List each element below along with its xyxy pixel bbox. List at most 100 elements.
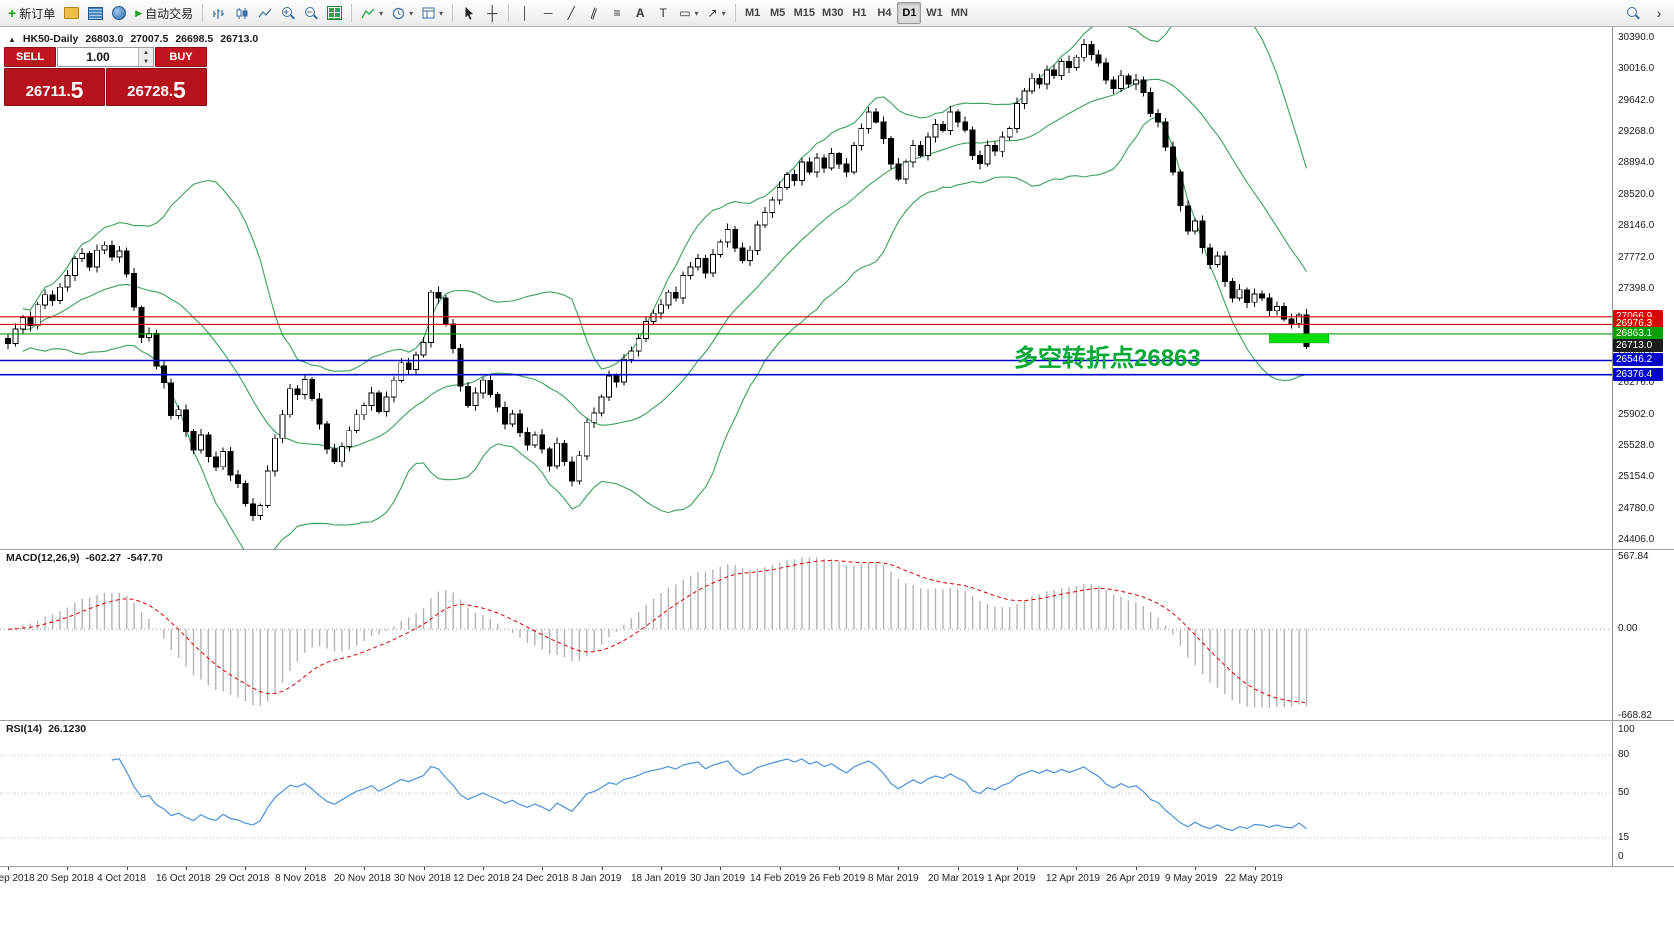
- timeframe-button-h1[interactable]: H1: [847, 2, 871, 24]
- timeframe-button-w1[interactable]: W1: [922, 2, 946, 24]
- price-axis-label: 25154.0: [1618, 471, 1655, 482]
- autotrade-button[interactable]: ▶ 自动交易: [131, 2, 197, 24]
- dropdown-caret-icon: ▾: [694, 8, 699, 18]
- time-axis-tick: [1255, 866, 1256, 870]
- time-axis-label: 20 Sep 2018: [37, 873, 94, 884]
- time-axis-label: 18 Jan 2019: [631, 873, 687, 884]
- price-axis-label: 28894.0: [1618, 157, 1655, 168]
- timeframe-button-d1[interactable]: D1: [897, 2, 922, 24]
- more-tools-button[interactable]: ›: [1648, 2, 1670, 24]
- macd-indicator-chart[interactable]: [0, 549, 1612, 720]
- macd-axis-label: 567.84: [1618, 551, 1649, 562]
- timeframe-button-m5[interactable]: M5: [766, 2, 790, 24]
- rsi-axis-label: 100: [1618, 724, 1635, 735]
- time-axis-tick: [1195, 866, 1196, 870]
- price-axis-label: 27398.0: [1618, 283, 1655, 294]
- time-axis-label: 12 Dec 2018: [453, 873, 510, 884]
- tile-windows-button[interactable]: [323, 2, 346, 24]
- volume-input[interactable]: [58, 48, 138, 66]
- timeframe-button-h4[interactable]: H4: [872, 2, 896, 24]
- toolbar-separator: [351, 4, 353, 22]
- panel-separator[interactable]: [0, 720, 1674, 721]
- time-axis-label: 30 Nov 2018: [394, 873, 451, 884]
- zoom-out-button[interactable]: −: [300, 2, 322, 24]
- candlestick-chart-button[interactable]: [231, 2, 253, 24]
- cursor-button[interactable]: [458, 2, 480, 24]
- channel-icon: ∥: [589, 5, 600, 21]
- rsi-label: RSI(14) 26.1230: [6, 723, 86, 735]
- horizontal-line-button[interactable]: ─: [537, 2, 559, 24]
- cursor-icon: [465, 7, 474, 20]
- time-axis-tick: [127, 866, 128, 870]
- price-axis-label: 24780.0: [1618, 503, 1655, 514]
- price-axis-label: 25902.0: [1618, 409, 1655, 420]
- arrows-tool-icon: ↗: [707, 6, 718, 20]
- line-chart-button[interactable]: [254, 2, 276, 24]
- search-button[interactable]: [1622, 2, 1644, 24]
- data-window-button[interactable]: [108, 2, 130, 24]
- templates-button[interactable]: ▾: [418, 2, 447, 24]
- candlestick-chart-icon: [236, 7, 248, 19]
- shapes-button[interactable]: ▭ ▾: [675, 2, 702, 24]
- panel-separator[interactable]: [0, 549, 1674, 550]
- arrows-tool-button[interactable]: ↗ ▾: [704, 2, 730, 24]
- time-axis-label: 8 Nov 2018: [275, 873, 327, 884]
- bar-chart-button[interactable]: [208, 2, 230, 24]
- dropdown-caret-icon: ▾: [409, 8, 414, 18]
- autotrade-play-icon: ▶: [135, 7, 143, 18]
- clock-icon: [393, 7, 405, 19]
- timeframe-button-m15[interactable]: M15: [791, 2, 818, 24]
- new-order-label: 新订单: [19, 6, 56, 21]
- sell-button[interactable]: SELL: [4, 47, 56, 67]
- timeframe-button-m30[interactable]: M30: [819, 2, 846, 24]
- trendline-icon: ╱: [567, 6, 575, 20]
- text-tool-button[interactable]: A: [629, 2, 651, 24]
- time-axis-tick: [542, 866, 543, 870]
- price-scale[interactable]: 30390.0 30016.0 29642.0 29268.0 28894.0 28520…: [1612, 27, 1674, 866]
- timeframe-button-m1[interactable]: M1: [741, 2, 765, 24]
- buy-price-button[interactable]: 26728. 5: [106, 68, 207, 106]
- price-axis-label: 26276.0: [1618, 377, 1655, 388]
- autotrade-label: 自动交易: [145, 6, 194, 21]
- sell-price-button[interactable]: 26711. 5: [4, 68, 105, 106]
- toolbar: + 新订单 ▶ 自动交易 + − ▾ ▾ ▾ ┼ │ ─ ╱ ∥: [0, 0, 1674, 27]
- price-axis-label: 24406.0: [1618, 534, 1655, 545]
- time-axis-label: 9 May 2019: [1165, 873, 1218, 884]
- price-axis-label: 25528.0: [1618, 440, 1655, 451]
- fibonacci-button[interactable]: ≡: [606, 2, 628, 24]
- rsi-axis-label: 80: [1618, 749, 1630, 760]
- zoom-in-button[interactable]: +: [277, 2, 299, 24]
- profiles-button[interactable]: [60, 2, 83, 24]
- crosshair-button[interactable]: ┼: [481, 2, 503, 24]
- new-order-button[interactable]: + 新订单: [4, 2, 59, 24]
- price-axis-label: 30390.0: [1618, 32, 1655, 43]
- main-price-chart[interactable]: [0, 27, 1612, 549]
- indicators-button[interactable]: ▾: [357, 2, 387, 24]
- trendline-button[interactable]: ╱: [560, 2, 582, 24]
- buy-price-main: 26728.: [127, 83, 174, 100]
- price-axis-label: 28520.0: [1618, 189, 1655, 200]
- macd-axis-label: -668.82: [1618, 710, 1652, 721]
- time-axis-tick: [958, 866, 959, 870]
- channel-button[interactable]: ∥: [583, 2, 605, 24]
- buy-button[interactable]: BUY: [155, 47, 207, 67]
- vertical-line-icon: │: [521, 6, 529, 20]
- level-price-tag: 26546.2: [1613, 353, 1663, 366]
- vertical-line-button[interactable]: │: [514, 2, 536, 24]
- timeframe-button-mn[interactable]: MN: [947, 2, 971, 24]
- market-watch-button[interactable]: [84, 2, 107, 24]
- volume-increase-button[interactable]: ▲: [139, 48, 153, 57]
- time-axis-label: 20 Mar 2019: [928, 873, 985, 884]
- horizontal-line-icon: ─: [543, 6, 553, 20]
- sell-price-pip: 5: [70, 77, 84, 103]
- label-tool-button[interactable]: T: [652, 2, 674, 24]
- periods-button[interactable]: ▾: [388, 2, 417, 24]
- ohlc-open: 26803.0: [85, 33, 124, 45]
- market-watch-icon: [88, 6, 104, 20]
- price-axis-label: 30016.0: [1618, 63, 1655, 74]
- chart-window: 30390.0 30016.0 29642.0 29268.0 28894.0 28520…: [0, 27, 1674, 949]
- volume-decrease-button[interactable]: ▼: [139, 57, 153, 66]
- tile-windows-icon: [327, 6, 343, 20]
- rsi-indicator-chart[interactable]: [0, 720, 1612, 866]
